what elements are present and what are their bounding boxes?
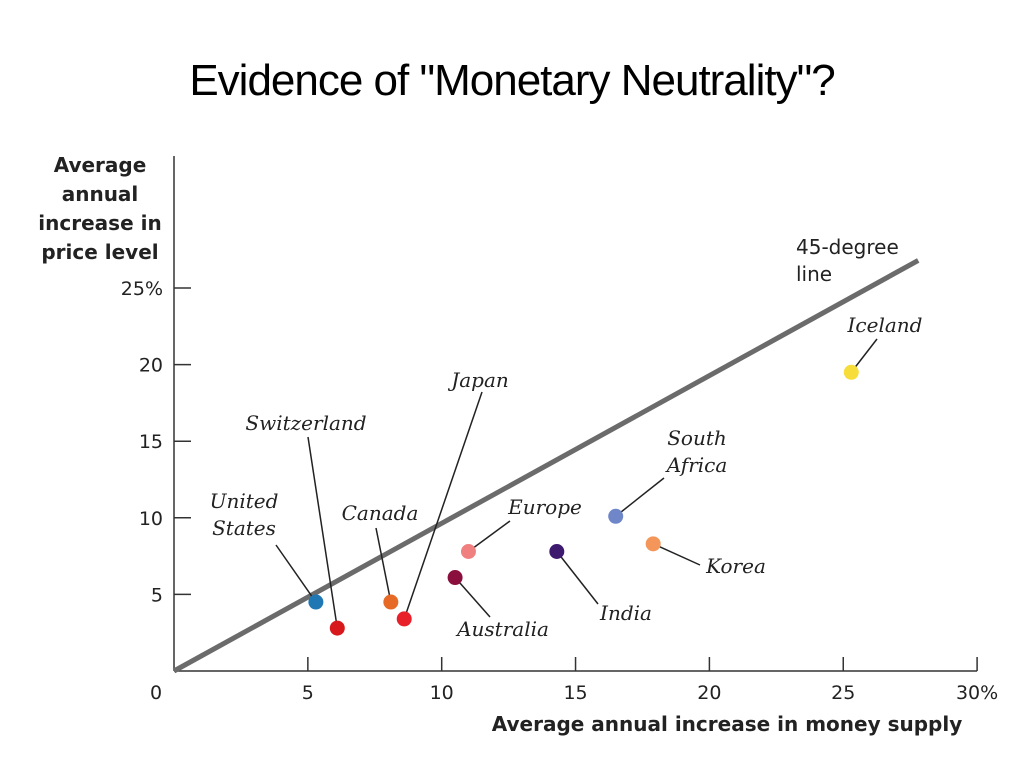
x-tick-label: 30% [956,682,998,704]
leader-line [375,527,392,603]
point-label-line: Japan [447,368,509,392]
data-point-south-africa [608,508,624,524]
data-point-united-states [308,594,324,610]
slide-title: Evidence of "Monetary Neutrality"? [189,56,835,105]
y-tick-label: 10 [139,508,163,530]
point-label: India [599,601,652,625]
data-point-iceland [843,364,859,380]
point-label: Australia [455,617,549,641]
data-point-australia [447,570,463,586]
data-point-switzerland [329,620,345,636]
leader-line [454,577,491,618]
axis-titles: Average annual increase in price levelAvera… [38,153,962,736]
point-label-line: Canada [342,501,419,525]
x-tick-label: 0 [150,682,162,704]
forty-five-degree-line [172,258,920,674]
point-label-line: Africa [665,453,728,477]
leader-line [307,436,339,629]
leader-line [652,543,701,566]
x-axis-title: Average annual increase in money supply [492,712,963,736]
y-tick-label: 25% [121,278,163,300]
point-label: Europe [507,495,582,519]
point-label: Canada [342,501,419,525]
point-label: Korea [705,554,766,578]
data-points [308,364,859,636]
y-axis-title-line: annual [62,182,139,206]
y-tick-label: 20 [139,355,163,377]
point-label: Iceland [847,313,923,337]
point-label: South Africa [665,426,728,477]
point-label-line: India [599,601,652,625]
y-axis-title-line: price level [41,240,158,264]
reference-line-label-line: line [796,262,832,286]
leader-lines [275,338,878,629]
x-tick-label: 20 [697,682,721,704]
point-label-line: Australia [455,617,549,641]
data-point-europe [460,544,476,560]
point-label: United States [210,489,279,540]
point-label: Japan [447,368,509,392]
data-point-japan [396,611,412,627]
x-tick-label: 10 [430,682,454,704]
y-tick-label: 15 [139,431,163,453]
point-label-line: Switzerland [245,411,366,435]
point-label-line: Korea [705,554,766,578]
reference-line-label: 45-degree line [796,235,899,286]
x-tick-label: 5 [302,682,314,704]
ticks: 0 5 10 15 20 25 30% 5 10 15 20 25% [121,278,998,704]
y-axis-title-line: Average [54,153,147,177]
data-point-korea [645,536,661,552]
leader-line [615,477,665,517]
leader-line [556,551,599,605]
y-axis-title-line: increase in [38,211,161,235]
data-point-canada [383,594,399,610]
leader-line [468,520,511,553]
data-point-india [549,544,565,560]
x-tick-label: 15 [563,682,587,704]
reference-line-label-line: 45-degree [796,235,899,259]
y-tick-label: 5 [151,584,163,606]
x-tick-label: 25 [831,682,855,704]
reference-line-group: 45-degree line [172,235,920,674]
point-label: Switzerland [245,411,366,435]
point-label-line: South [667,426,727,450]
point-labels: United States Switzerland Canada Japan Austra… [210,313,923,641]
point-label-line: United [210,489,279,513]
point-label-line: States [212,516,276,540]
point-label-line: Europe [507,495,582,519]
y-axis-title: Average annual increase in price level [38,153,161,264]
leader-line [275,544,317,603]
point-label-line: Iceland [847,313,923,337]
leader-line [403,391,483,620]
